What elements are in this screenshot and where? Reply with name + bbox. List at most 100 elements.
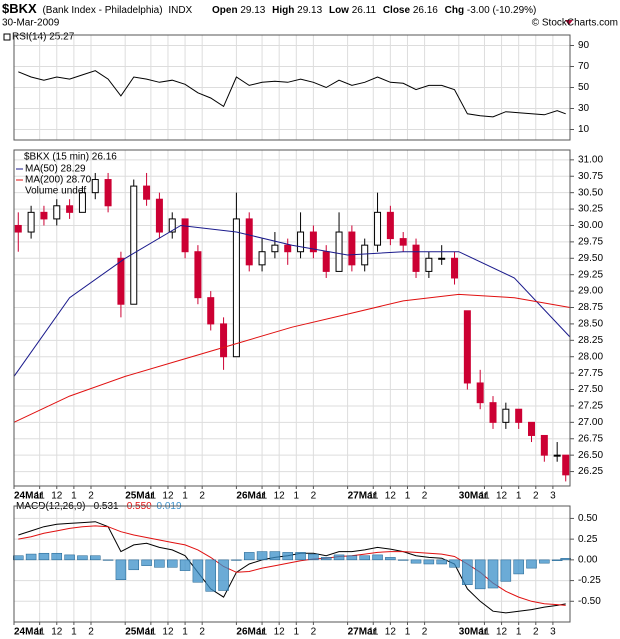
histogram-bar: [474, 559, 486, 590]
y-tick-label: -0.50: [578, 596, 601, 607]
y-tick-label: 0.50: [578, 513, 598, 524]
x-tick-label: 1: [182, 491, 188, 502]
x-tick-label: 1: [71, 627, 77, 638]
x-tick-label: 12: [51, 491, 63, 502]
x-tick-label: 24Mar: [14, 491, 43, 502]
legend-entry: $BKX (15 min) 26.16: [24, 152, 117, 163]
x-tick-label: 12: [385, 627, 397, 638]
candle-body: [271, 244, 279, 253]
histogram-bar: [372, 554, 383, 561]
series-line: [13, 293, 571, 423]
x-tick-label: 12: [162, 627, 174, 638]
down-arrow: [565, 20, 573, 25]
candle-body: [540, 434, 548, 456]
x-tick-label: 26Mar: [236, 627, 265, 638]
x-tick-label: 2: [533, 491, 539, 502]
x-tick-label: 12: [274, 627, 286, 638]
candle-body: [143, 185, 151, 200]
histogram-bar: [102, 559, 114, 561]
y-tick-label: -0.25: [578, 575, 601, 586]
panel-frame: [13, 149, 571, 487]
y-tick-label: 27.50: [578, 384, 603, 395]
x-tick-label: 1: [405, 627, 411, 638]
x-tick-label: 12: [496, 491, 508, 502]
rsi-legend: RSI(14) 25.27: [3, 32, 75, 43]
x-tick-label: 1: [516, 491, 522, 502]
histogram-bar: [115, 559, 127, 580]
x-tick-label: 26Mar: [236, 491, 265, 502]
y-tick-label: 27.25: [578, 401, 603, 412]
x-tick-label: 12: [274, 491, 286, 502]
candle-body: [130, 185, 138, 305]
open-value: 29.13: [240, 5, 265, 16]
candle-body: [348, 231, 356, 266]
y-tick-label: 27.75: [578, 368, 603, 379]
high-value: 29.13: [297, 5, 322, 16]
y-tick-label: 31.00: [578, 154, 603, 165]
candle-body: [14, 224, 22, 233]
histogram-bar: [560, 558, 571, 561]
y-tick-label: 10: [578, 124, 590, 135]
symbol: $BKX: [2, 1, 37, 16]
candle-body: [515, 408, 523, 423]
mark-layer: [13, 70, 571, 614]
y-tick-label: 30.25: [578, 204, 603, 215]
histogram-bar: [308, 553, 319, 561]
x-tick-label: 11: [146, 627, 157, 638]
x-tick-label: 12: [496, 627, 508, 638]
histogram-bar: [256, 551, 268, 561]
legend-entry: MA(50) 28.29: [25, 164, 86, 175]
histogram-bar: [346, 555, 358, 561]
histogram-bar: [295, 552, 306, 561]
x-tick-label: 1: [182, 627, 188, 638]
y-tick-label: 29.25: [578, 269, 603, 280]
candle-body: [399, 238, 407, 246]
histogram-bar: [231, 559, 242, 561]
y-tick-label: 28.50: [578, 319, 603, 330]
histogram-bar: [64, 554, 75, 561]
candle-body: [489, 402, 497, 423]
x-tick-label: 1: [71, 491, 77, 502]
y-tick-label: 50: [578, 82, 590, 93]
candle-body: [66, 205, 74, 213]
date: 30-Mar-2009: [2, 18, 60, 29]
x-tick-label: 2: [533, 627, 539, 638]
x-tick-label: 30Mar: [459, 627, 488, 638]
candle-body: [361, 244, 369, 266]
x-tick-label: 27Mar: [348, 491, 377, 502]
histogram-bar: [218, 559, 229, 591]
histogram-bar: [526, 559, 537, 569]
histogram-bar: [539, 559, 550, 564]
x-tick-label: 3: [550, 491, 556, 502]
y-tick-label: 30.75: [578, 171, 603, 182]
x-tick-label: 11: [257, 491, 268, 502]
legend-swatch: [3, 33, 11, 41]
histogram-bar: [462, 559, 473, 585]
histogram-bar: [269, 551, 281, 561]
x-tick-label: 2: [199, 491, 205, 502]
candle-body: [425, 257, 433, 272]
histogram-bar: [77, 555, 88, 561]
y-tick-label: 90: [578, 40, 590, 51]
x-tick-label: 25Mar: [125, 491, 154, 502]
x-tick-label: 11: [34, 491, 45, 502]
x-tick-label: 12: [162, 491, 174, 502]
histogram-bar: [551, 559, 563, 561]
chg-label: Chg: [445, 5, 464, 16]
rsi-title: RSI(14) 25.27: [12, 32, 75, 43]
candle-body: [562, 454, 570, 476]
histogram-bar: [205, 559, 216, 592]
candle-body: [284, 244, 292, 253]
x-tick-label: 2: [88, 627, 94, 638]
y-tick-label: 30.00: [578, 220, 603, 231]
candle-body: [322, 251, 330, 272]
candle-body: [104, 179, 112, 207]
y-tick-label: 70: [578, 61, 590, 72]
candle-body: [155, 198, 163, 233]
x-tick-label: 30Mar: [459, 491, 488, 502]
candle-body: [335, 231, 343, 272]
y-tick-label: 28.25: [578, 335, 603, 346]
legend-entry: Volume undef: [25, 186, 86, 197]
histogram-bar: [487, 559, 499, 589]
